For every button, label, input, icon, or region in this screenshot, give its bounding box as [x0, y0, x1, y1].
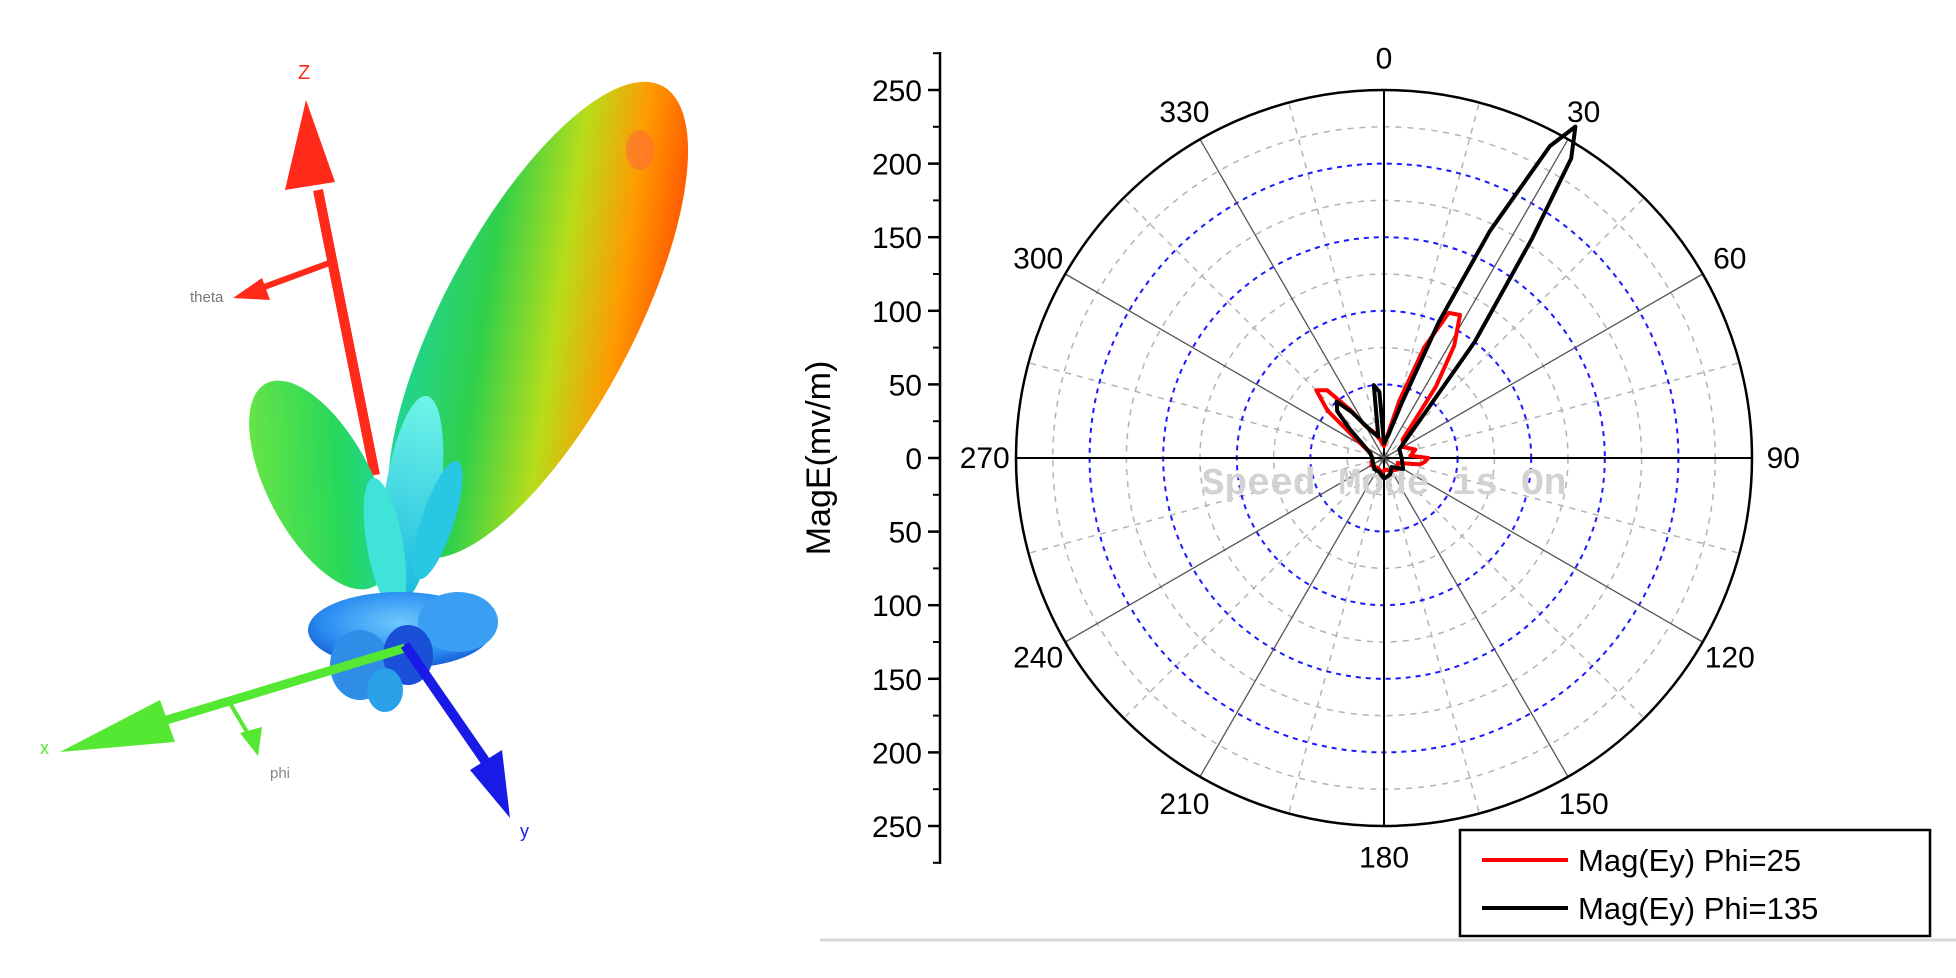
legend: Mag(Ey) Phi=25 Mag(Ey) Phi=135: [1458, 828, 1932, 938]
angle-labels: 0 30 60 90 120 150 180 210 240 270 300 330: [960, 43, 1800, 875]
theta-label: theta: [190, 289, 224, 306]
angle-tick-label: 60: [1713, 242, 1746, 275]
radial-tick-label: 150: [872, 664, 922, 697]
radial-tick-label: 50: [889, 369, 922, 402]
angle-tick-label: 0: [1376, 43, 1393, 76]
polar-chart: 250 200 150 100 50 0 50 100 150 200 250 0 30 60 90 120…: [800, 43, 1956, 942]
side-lobes: [249, 380, 463, 613]
radial-tick-label: 250: [872, 75, 922, 108]
series-layer: [1314, 124, 1578, 481]
angle-tick-label: 300: [1013, 242, 1063, 275]
radial-tick-label: 200: [872, 149, 922, 182]
polar-grid: [1014, 88, 1754, 828]
radial-tick-label: 150: [872, 222, 922, 255]
radial-tick-label: 100: [872, 296, 922, 329]
main-lobe: [387, 81, 689, 559]
radial-tick-label: 100: [872, 590, 922, 623]
grid-spoke-major: [1199, 138, 1385, 459]
y-axis: [400, 642, 510, 818]
radial-tick-label: 0: [905, 443, 922, 476]
angle-tick-label: 120: [1705, 642, 1755, 675]
grid-spoke-major: [1383, 457, 1704, 643]
angle-tick-label: 240: [1013, 642, 1063, 675]
grid-spoke-major: [1383, 273, 1704, 459]
legend-label-phi25: Mag(Ey) Phi=25: [1578, 843, 1801, 878]
angle-tick-label: 150: [1559, 788, 1609, 821]
x-axis: [60, 643, 407, 756]
legend-box: [1458, 828, 1932, 938]
radial-tick-label: 50: [889, 517, 922, 550]
x-axis-label: x: [40, 738, 49, 758]
outer-circle: [1014, 88, 1754, 828]
grid-spoke-major: [1383, 138, 1569, 459]
radial-tick-label: 250: [872, 811, 922, 844]
phi-label: phi: [270, 765, 290, 782]
radial-tick-label: 200: [872, 737, 922, 770]
series-line-1: [1334, 124, 1578, 481]
grid-spoke-major: [1064, 273, 1385, 459]
angle-tick-label: 90: [1767, 442, 1800, 475]
antenna-3d-pattern-panel: Z theta x phi y: [0, 0, 720, 973]
y-axis-label: y: [520, 821, 529, 841]
angle-tick-label: 30: [1567, 96, 1600, 129]
grid-spoke-major: [1199, 457, 1385, 778]
angle-tick-label: 330: [1159, 96, 1209, 129]
angle-tick-label: 270: [960, 442, 1010, 475]
grid-spoke-major: [1383, 457, 1569, 778]
polar-chart-panel: 250 200 150 100 50 0 50 100 150 200 250 0 30 60 90 120…: [760, 0, 1956, 973]
legend-label-phi135: Mag(Ey) Phi=135: [1578, 891, 1818, 926]
grid-spoke-major: [1064, 457, 1385, 643]
y-axis-title: MagE(mv/m): [800, 361, 838, 556]
radial-axis: 250 200 150 100 50 0 50 100 150 200 250: [872, 52, 942, 864]
angle-tick-label: 180: [1359, 841, 1409, 874]
z-axis-label: Z: [298, 62, 310, 84]
radiation-pattern-3d: Z theta x phi y: [40, 62, 689, 841]
angle-tick-label: 210: [1159, 788, 1209, 821]
z-axis: [233, 100, 380, 476]
